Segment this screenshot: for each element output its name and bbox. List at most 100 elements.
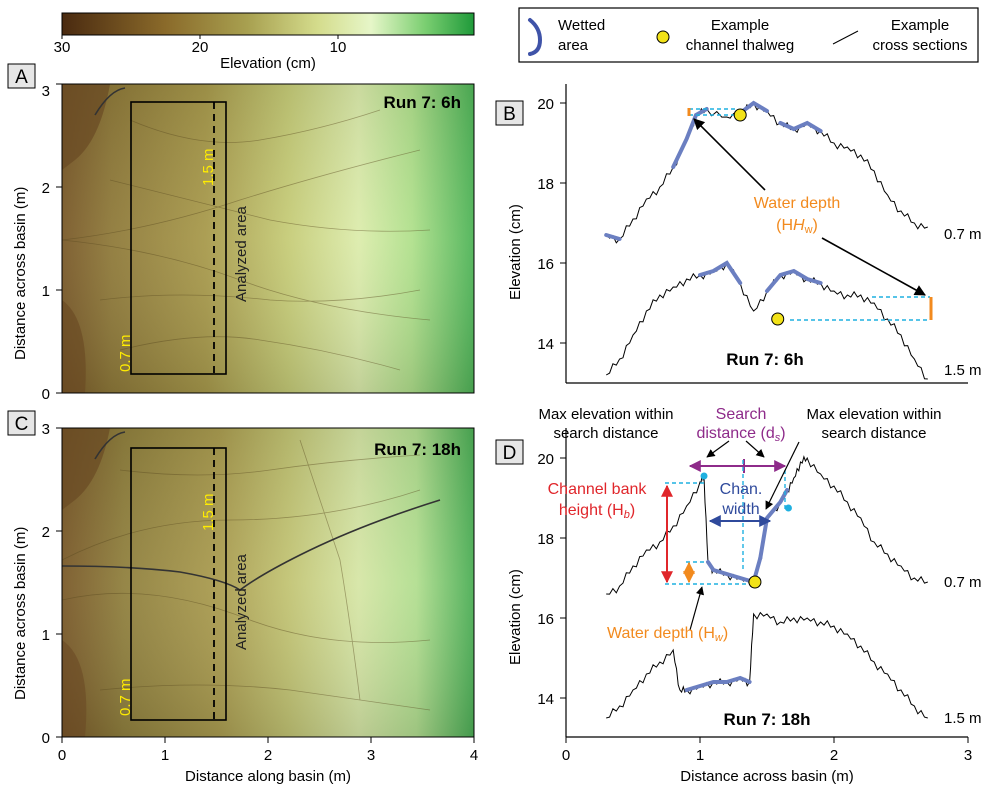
panel-d-y-axis-label: Elevation (cm) [507, 569, 524, 665]
thalweg-legend-icon [656, 30, 670, 44]
profile-line-d-15m [606, 611, 928, 719]
panel-d-curve-07-label: 0.7 m [944, 574, 982, 591]
map-c-ytick-1: 1 [42, 627, 50, 644]
map-a-ytick-2: 2 [42, 180, 50, 197]
map-x-axis-label: Distance along basin (m) [185, 768, 351, 785]
thalweg-point [748, 575, 762, 589]
map-c-run-label: Run 7: 18h [374, 440, 461, 459]
panel-c-letter: C [15, 414, 29, 435]
wetted-area-legend-icon [528, 18, 543, 56]
wetted-segment [758, 488, 790, 560]
map-a-xsec-07-label: 0.7 m [117, 334, 134, 372]
map-c-ytick-3: 3 [42, 421, 50, 438]
legend-xsec-label-1: Example [891, 17, 949, 34]
thalweg-point [771, 312, 785, 326]
panel-d-max-right-label-1: Max elevation within [806, 406, 941, 423]
map-c-ytick-2: 2 [42, 524, 50, 541]
thalweg-point [733, 108, 747, 122]
wetted-segment [698, 260, 743, 285]
panel-b-letter: B [503, 104, 516, 125]
legend-xsec-label-2: cross sections [872, 37, 967, 54]
panel-a: A 0.7 m 1.5 m Analyzed area Run 7: 6h 0 … [7, 63, 475, 403]
panel-a-letter: A [15, 67, 28, 88]
map-c-ytick-0: 0 [42, 730, 50, 747]
map-c-xsec-07-label: 0.7 m [117, 678, 134, 716]
panel-b-ytick-18: 18 [537, 176, 554, 193]
panel-d-letter: D [503, 443, 517, 464]
panel-b-run-label: Run 7: 6h [726, 350, 803, 369]
map-c-y-axis-label: Distance across basin (m) [12, 527, 29, 700]
panel-b-water-depth-label: Water depth [754, 195, 841, 212]
map-c-xtick-0: 0 [58, 747, 66, 764]
panel-d-chan-label-2: width [721, 501, 759, 518]
colorbar-tick-10: 10 [330, 39, 347, 56]
legend-thalweg-label-1: Example [711, 17, 769, 34]
colorbar-tick-30: 30 [54, 39, 71, 56]
map-c-xtick-2: 2 [264, 747, 272, 764]
panel-d-ytick-14: 14 [537, 691, 554, 708]
max-elevation-point [700, 472, 708, 480]
wetted-segment [684, 675, 752, 692]
legend-wetted-label-1: Wetted [558, 17, 605, 34]
panel-b: B 14 16 18 20 Elevation (cm) 0.7 m 1.5 m… [495, 84, 982, 384]
panel-d-xtick-1: 1 [696, 747, 704, 764]
panel-d-ytick-20: 20 [537, 451, 554, 468]
legend-thalweg-label-2: channel thalweg [686, 37, 794, 54]
panel-d-max-left-label-2: search distance [553, 425, 658, 442]
panel-c: C 0.7 m 1.5 m Analyzed area Run 7: 18h 0… [7, 410, 478, 785]
panel-d-search-label-1: Search [716, 406, 767, 423]
map-a-ytick-0: 0 [42, 386, 50, 403]
colorbar-label: Elevation (cm) [220, 55, 316, 72]
map-a-ytick-1: 1 [42, 283, 50, 300]
panel-d-chan-label-1: Chan. [720, 481, 763, 498]
map-c-xtick-1: 1 [161, 747, 169, 764]
analyzed-area-box-a [130, 101, 227, 375]
map-a-analyzed-label: Analyzed area [233, 205, 250, 302]
panel-b-ytick-14: 14 [537, 336, 554, 353]
analyzed-area-box-c [130, 447, 227, 721]
panel-d-max-right-label-2: search distance [821, 425, 926, 442]
panel-d-bank-label-1: Channel bank [548, 481, 648, 498]
panel-d-search-label-2: distance (ds) [696, 425, 785, 444]
panel-d-curve-15-label: 1.5 m [944, 710, 982, 727]
panel-d-run-label: Run 7: 18h [724, 710, 811, 729]
panel-d-max-left-label-1: Max elevation within [538, 406, 673, 423]
panel-d-ytick-18: 18 [537, 531, 554, 548]
map-a-ytick-3: 3 [42, 83, 50, 100]
panel-d-xtick-2: 2 [830, 747, 838, 764]
panel-d-xtick-3: 3 [964, 747, 972, 764]
panel-d-water-depth-label: Water depth (Hw) [607, 625, 728, 644]
xsec-legend-icon [832, 30, 859, 45]
panel-d-bank-label-2: height (Hb) [559, 502, 635, 521]
profile-line-b-07m [605, 102, 928, 244]
panel-b-arrow-1 [693, 118, 766, 191]
panel-b-ytick-16: 16 [537, 256, 554, 273]
colorbar [61, 12, 475, 36]
map-c-xtick-3: 3 [367, 747, 375, 764]
map-c-xsec-15-label: 1.5 m [200, 493, 217, 531]
map-c-analyzed-label: Analyzed area [233, 553, 250, 650]
panel-d-xtick-0: 0 [562, 747, 570, 764]
map-a-run-label: Run 7: 6h [384, 93, 461, 112]
panel-d-x-axis-label: Distance across basin (m) [680, 768, 853, 785]
panel-b-arrow-2 [821, 237, 926, 296]
panel-b-ytick-20: 20 [537, 96, 554, 113]
panel-b-water-depth-symbol: (HHw) [776, 217, 818, 236]
wetted-segment [765, 268, 823, 293]
panel-d-ytick-16: 16 [537, 611, 554, 628]
map-c-xtick-4: 4 [470, 747, 478, 764]
wetted-segment [671, 107, 709, 169]
map-a-xsec-15-label: 1.5 m [200, 148, 217, 186]
panel-b-y-axis-label: Elevation (cm) [507, 204, 524, 300]
colorbar-ticks [61, 35, 339, 39]
max-elevation-point [784, 504, 792, 512]
wetted-segment [604, 233, 622, 241]
wetted-segment [738, 100, 769, 115]
legend-box [518, 7, 979, 63]
map-c-main-channel [61, 499, 441, 591]
panel-d: D 14 16 18 20 0 1 2 3 Elevation (cm) Dis… [495, 406, 982, 785]
wetted-segment [778, 120, 823, 133]
map-a-y-axis-label: Distance across basin (m) [12, 187, 29, 360]
panel-b-curve-15-label: 1.5 m [944, 362, 982, 379]
